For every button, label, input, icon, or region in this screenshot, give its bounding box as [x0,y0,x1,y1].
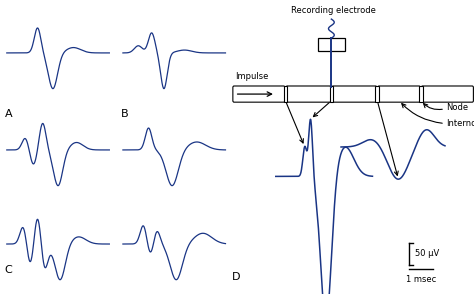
Text: 50 μV: 50 μV [415,249,439,258]
Text: 1 msec: 1 msec [406,275,436,284]
FancyBboxPatch shape [233,86,285,102]
FancyBboxPatch shape [286,86,331,102]
FancyBboxPatch shape [378,86,420,102]
Text: A: A [5,109,12,119]
Text: C: C [5,265,12,275]
Text: Internode: Internode [446,119,474,128]
Text: D: D [232,272,241,282]
Bar [419,86,423,102]
FancyBboxPatch shape [332,86,377,102]
FancyBboxPatch shape [421,86,474,102]
Text: Node: Node [446,103,468,112]
Bar [318,38,345,51]
Bar [375,86,379,102]
Bar [329,86,333,102]
Text: B: B [121,109,128,119]
Text: Impulse: Impulse [235,72,268,81]
Bar [283,86,287,102]
Text: Recording electrode: Recording electrode [292,6,376,15]
